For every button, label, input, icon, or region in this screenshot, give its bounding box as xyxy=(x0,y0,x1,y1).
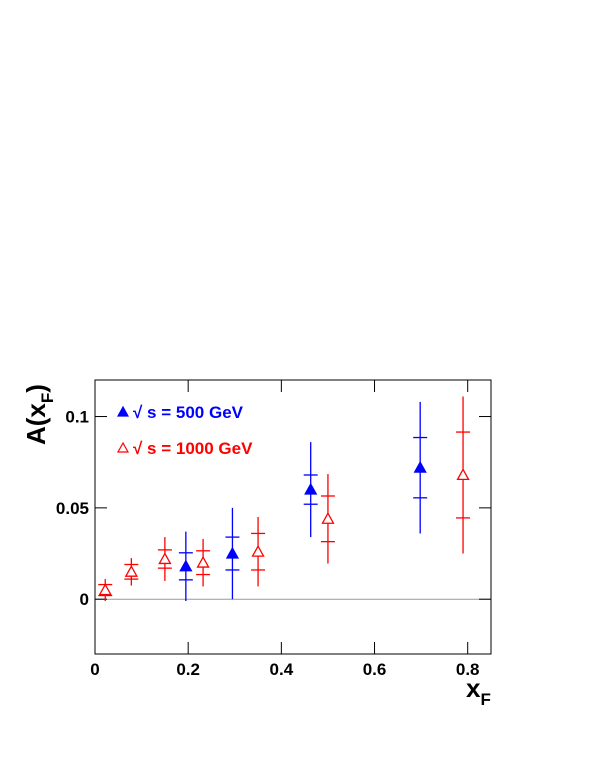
data-point xyxy=(304,482,318,495)
y-tick-label: 0.1 xyxy=(65,408,89,427)
data-point xyxy=(456,468,470,481)
y-tick-label: 0.05 xyxy=(56,499,89,518)
x-axis-label: xF xyxy=(466,673,491,709)
x-tick-label: 0.6 xyxy=(363,660,387,679)
data-point xyxy=(251,544,265,557)
data-point xyxy=(158,552,172,565)
y-tick-label: 0 xyxy=(80,590,89,609)
data-point xyxy=(196,555,210,568)
data-point xyxy=(413,460,427,473)
legend-label: √ s = 500 GeV xyxy=(133,403,244,422)
x-tick-label: 0.4 xyxy=(270,660,294,679)
y-axis-label: A(xF) xyxy=(21,384,57,445)
data-point xyxy=(225,546,240,559)
legend-label: √ s = 1000 GeV xyxy=(133,439,253,458)
y-label-main: A(x xyxy=(21,403,51,445)
legend-marker xyxy=(116,405,130,417)
data-point xyxy=(124,564,138,577)
x-tick-label: 0.8 xyxy=(456,660,480,679)
data-point xyxy=(321,511,335,524)
data-point xyxy=(179,559,193,572)
legend-marker xyxy=(116,441,130,453)
plot-frame xyxy=(94,379,492,655)
x-label-sub: F xyxy=(480,690,490,709)
y-label-sub: F xyxy=(38,393,57,403)
x-label-main: x xyxy=(466,673,481,703)
x-tick-label: 0 xyxy=(90,660,99,679)
data-point xyxy=(98,583,112,596)
y-label-close: ) xyxy=(21,384,51,393)
x-tick-label: 0.2 xyxy=(176,660,200,679)
